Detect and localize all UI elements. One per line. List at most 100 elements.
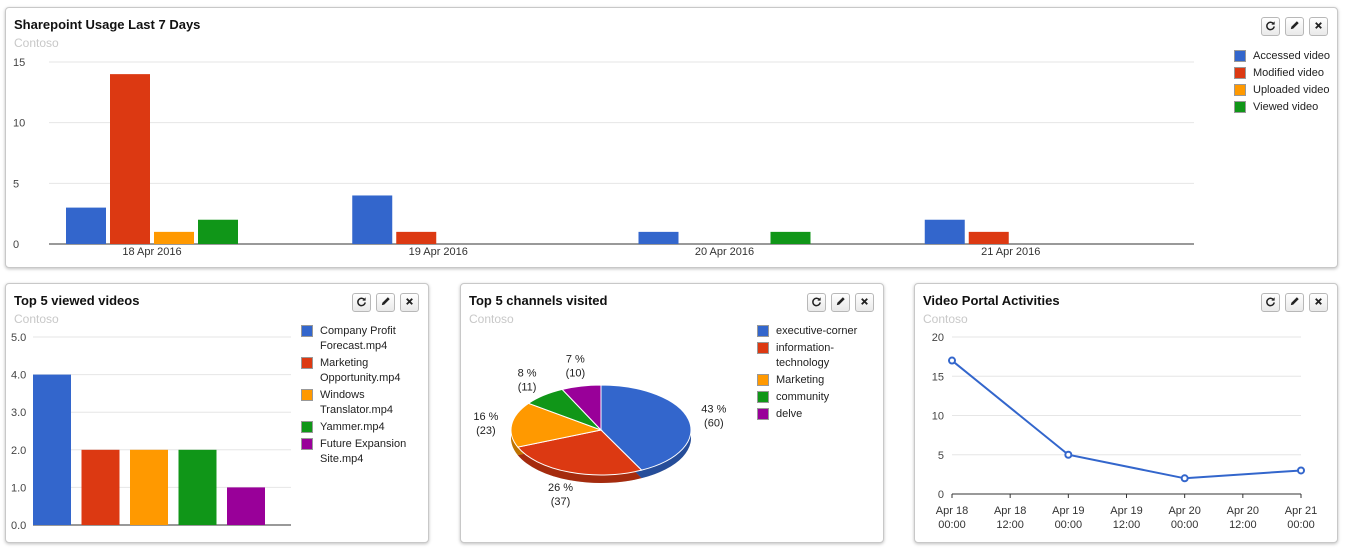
bar (968, 231, 1009, 244)
edit-button[interactable] (1285, 293, 1304, 312)
close-icon (404, 294, 415, 312)
legend-label: Accessed video (1253, 50, 1331, 62)
legend-label: Modified video (1253, 67, 1324, 79)
edit-button[interactable] (1285, 17, 1304, 36)
x-tick-label: 12:00 (996, 519, 1024, 531)
legend-item: Company Profit Forecast.mp4 (301, 324, 416, 354)
x-tick-label: 20 Apr 2016 (695, 246, 754, 258)
bar (352, 195, 393, 244)
legend-label: executive-corner (776, 325, 858, 337)
legend-label: Uploaded video (1253, 84, 1330, 96)
legend-swatch (757, 325, 769, 337)
legend-swatch (1234, 101, 1246, 113)
legend-label: Future Expansion Site.mp4 (320, 438, 407, 465)
y-tick-label: 0 (938, 489, 944, 501)
x-tick-label: 21 Apr 2016 (981, 246, 1040, 258)
pie-slice (600, 384, 692, 471)
x-tick-label: 00:00 (1171, 519, 1199, 531)
close-button[interactable] (1309, 17, 1328, 36)
x-tick-label: Apr 20 (1227, 505, 1259, 517)
slice-percent-label: 26 % (548, 482, 573, 494)
legend-label: community (776, 391, 830, 403)
edit-icon (1289, 294, 1300, 312)
legend-swatch (757, 374, 769, 386)
bar (924, 219, 965, 244)
legend-item: information-technology (757, 341, 872, 371)
channels-legend: executive-corner information-technology … (757, 324, 872, 424)
slice-percent-label: 43 % (701, 403, 726, 415)
bar (227, 487, 265, 525)
y-tick-label: 20 (932, 332, 944, 344)
legend-label: delve (776, 408, 803, 420)
legend-item: Marketing (757, 373, 872, 388)
legend-label: Viewed video (1253, 101, 1319, 113)
close-button[interactable] (855, 293, 874, 312)
refresh-button[interactable] (1261, 17, 1280, 36)
panel-subtitle: Contoso (469, 312, 514, 326)
x-tick-label: 00:00 (1055, 519, 1083, 531)
edit-icon (1289, 18, 1300, 36)
y-tick-label: 0.0 (11, 520, 26, 532)
bar (110, 74, 150, 244)
legend-swatch (301, 325, 313, 337)
legend-label: Yammer.mp4 (320, 421, 385, 433)
panel-subtitle: Contoso (923, 312, 968, 326)
close-icon (1313, 294, 1324, 312)
legend-item: Windows Translator.mp4 (301, 388, 416, 418)
x-tick-label: Apr 18 (936, 505, 968, 517)
refresh-icon (1265, 294, 1276, 312)
x-tick-label: 00:00 (938, 519, 966, 531)
legend-label: Marketing (776, 374, 825, 386)
slice-percent-label: 7 % (566, 354, 585, 366)
y-tick-label: 4.0 (11, 370, 26, 382)
videos-legend: Company Profit Forecast.mp4 Marketing Op… (301, 324, 416, 469)
y-tick-label: 10 (13, 118, 25, 130)
refresh-button[interactable] (352, 293, 371, 312)
legend-swatch (301, 438, 313, 450)
edit-button[interactable] (376, 293, 395, 312)
usage-panel: Sharepoint Usage Last 7 Days Contoso 0 5 1… (5, 7, 1338, 268)
close-button[interactable] (1309, 293, 1328, 312)
panel-title: Video Portal Activities (923, 293, 1060, 308)
refresh-button[interactable] (807, 293, 826, 312)
legend-item: community (757, 390, 872, 405)
bar (33, 374, 71, 525)
panel-toolbar (1261, 293, 1328, 312)
legend-item: Yammer.mp4 (301, 420, 416, 435)
legend-label: Windows Translator.mp4 (320, 389, 393, 416)
legend-item: Marketing Opportunity.mp4 (301, 356, 416, 386)
x-tick-label: 00:00 (1287, 519, 1315, 531)
legend-label: Company Profit Forecast.mp4 (320, 325, 396, 352)
activities-panel: Video Portal Activities Contoso 0 5 10 15 20… (914, 283, 1338, 543)
y-tick-label: 1.0 (11, 482, 26, 494)
refresh-button[interactable] (1261, 293, 1280, 312)
x-tick-label: 12:00 (1229, 519, 1257, 531)
edit-icon (380, 294, 391, 312)
legend-item: Future Expansion Site.mp4 (301, 437, 416, 467)
legend-swatch (1234, 67, 1246, 79)
bar (178, 449, 217, 525)
bar (130, 449, 168, 525)
bar (198, 219, 238, 244)
y-tick-label: 15 (13, 57, 25, 69)
slice-percent-label: 8 % (518, 367, 537, 379)
legend-item: executive-corner (757, 324, 872, 339)
x-tick-label: Apr 21 (1285, 505, 1317, 517)
legend-swatch (301, 389, 313, 401)
y-tick-label: 0 (13, 239, 19, 251)
legend-item: Accessed video (1234, 49, 1334, 64)
close-button[interactable] (400, 293, 419, 312)
panel-subtitle: Contoso (14, 312, 59, 326)
videos-bar-chart: 0.0 1.0 2.0 3.0 4.0 5.0 (11, 332, 291, 532)
panel-subtitle: Contoso (14, 36, 59, 50)
panel-title: Sharepoint Usage Last 7 Days (14, 17, 201, 32)
slice-count-label: (11) (518, 381, 537, 393)
data-point (948, 356, 956, 365)
legend-item: Modified video (1234, 66, 1334, 81)
legend-item: Viewed video (1234, 100, 1334, 115)
slice-percent-label: 16 % (473, 411, 498, 423)
legend-label: Marketing Opportunity.mp4 (320, 357, 401, 384)
bar (154, 231, 194, 244)
edit-button[interactable] (831, 293, 850, 312)
series-line (951, 359, 1302, 480)
